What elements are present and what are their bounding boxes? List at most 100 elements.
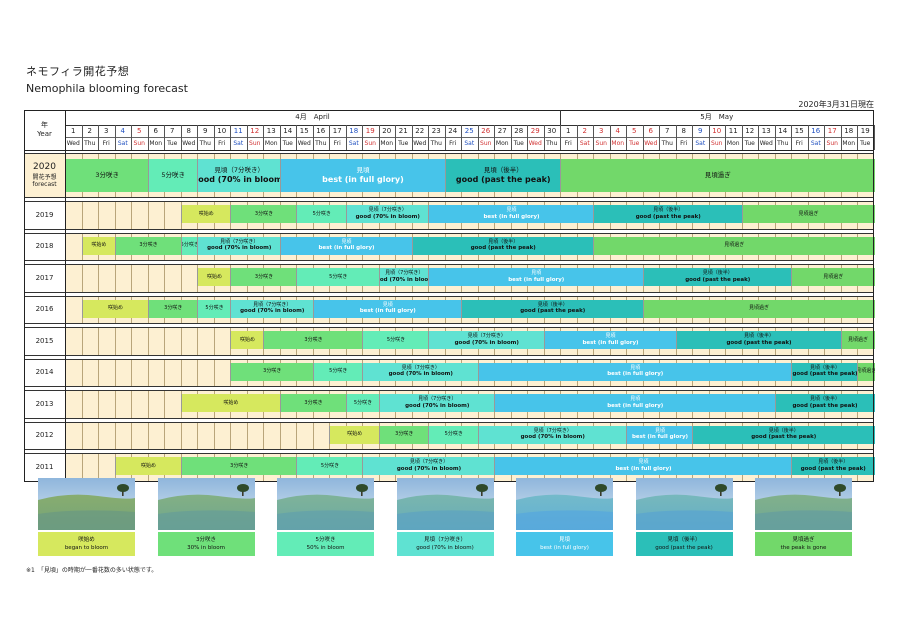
weekday-cell: Fri: [564, 139, 572, 147]
date-cell: 15: [299, 126, 309, 135]
nemophila-field-image: [396, 478, 494, 530]
date-cell: 24: [448, 126, 458, 135]
stage-bar-s6: 見頃（後半） good (past the peak): [593, 205, 743, 223]
stage-bar-en: best (in full glory): [508, 276, 565, 283]
stage-bar-jp: 見頃（7分咲き）: [418, 396, 457, 403]
day-line: [131, 358, 132, 387]
day-line: [81, 264, 83, 293]
year-value: 2016: [35, 305, 54, 314]
stage-photo: 咲始め began to bloom: [38, 478, 135, 556]
weekday-cell: Sun: [826, 139, 838, 147]
stage-bar-en: good (70% in bloom): [388, 371, 453, 378]
header-day-line: [791, 125, 792, 150]
header-day-line: [180, 125, 182, 150]
header-day-line: [362, 125, 363, 150]
date-cell: 25: [464, 126, 474, 135]
day-line: [164, 390, 165, 419]
stage-bar-s1: 咲始め: [230, 331, 264, 349]
stage-bar-jp: 咲始め: [91, 242, 107, 249]
stage-bar-s6: 見頃（後半） good (past the peak): [791, 362, 858, 381]
stage-bar-en: good (past the peak): [455, 174, 551, 184]
day-line: [164, 264, 165, 293]
row-border: [24, 327, 874, 328]
forecast-label-jp: 開花予想: [32, 173, 57, 181]
stage-bar-s6: 見頃（後半） good (past the peak): [791, 457, 875, 475]
year-label: 2016: [24, 296, 65, 325]
stage-bar-s3: 5分咲き: [312, 362, 363, 381]
weekday-cell: Wed: [297, 139, 311, 147]
stage-bar-jp: 5分咲き: [329, 273, 348, 280]
stage-bar-jp: 5分咲き: [444, 431, 463, 438]
date-cell: 13: [761, 126, 771, 135]
weekday-cell: Thu: [546, 139, 558, 147]
date-cell: 13: [266, 126, 276, 135]
hillside-photo: [635, 478, 733, 530]
weekday-cell: Wed: [413, 139, 427, 147]
stage-bar-jp: 見頃: [341, 238, 352, 245]
stage-bar-s1: 咲始め: [329, 425, 380, 444]
day-line: [131, 390, 132, 419]
stage-bar-jp: 見頃: [506, 207, 517, 214]
stage-bar-s2: 3分咲き: [65, 159, 149, 192]
stage-caption-en: began to bloom: [64, 545, 109, 551]
stage-bar-jp: 見頃（後半）: [809, 364, 840, 371]
stage-caption-en: the peak is gone: [780, 545, 827, 551]
header-day-line: [131, 125, 132, 150]
stage-bar-jp: 3分咲き: [304, 336, 323, 343]
header-day-line: [741, 125, 743, 150]
stage-bar-s6: 見頃（後半） good (past the peak): [461, 299, 644, 318]
header-day-line: [263, 125, 264, 150]
weekday-cell: Sun: [133, 139, 145, 147]
year-label: 2013: [24, 390, 65, 419]
stage-bar-jp: 5分咲き: [353, 399, 373, 406]
header-day-line: [857, 125, 858, 150]
day-line: [114, 358, 116, 387]
date-cell: 17: [827, 126, 837, 135]
stage-caption-jp: 5分咲き: [315, 536, 336, 543]
header-day-line: [560, 125, 561, 150]
day-line: [246, 421, 248, 450]
date-cell: 8: [681, 126, 686, 135]
header-day-line: [807, 125, 809, 150]
row-border: [24, 453, 874, 454]
weekday-cell: Tue: [744, 139, 755, 147]
header-day-line: [230, 125, 231, 150]
day-line: [213, 421, 215, 450]
date-cell: 27: [497, 126, 507, 135]
day-line: [164, 421, 165, 450]
weekday-cell: Wed: [528, 139, 542, 147]
day-line: [164, 358, 165, 387]
weekday-cell: Mon: [611, 139, 625, 147]
stage-photo: 見頃（7分咲き） good (70% in bloom): [396, 478, 494, 556]
stage-bar-s2: 3分咲き: [180, 457, 297, 475]
row-border: [24, 390, 874, 391]
stage-bar-en: good (past the peak): [520, 308, 586, 315]
stage-bar-jp: 見頃過ぎ: [748, 305, 769, 312]
header-day-line: [510, 125, 512, 150]
day-line: [164, 327, 165, 356]
day-line: [131, 421, 132, 450]
stage-bar-s3: 5分咲き: [296, 457, 363, 475]
hillside-photo: [755, 478, 852, 530]
stage-photo: 見頃（後半） good (past the peak): [635, 478, 733, 556]
date-cell: 7: [665, 126, 670, 135]
stage-bar-s7: 見頃過ぎ: [741, 205, 875, 223]
date-cell: 3: [599, 126, 604, 135]
stage-bar-en: good (past the peak): [751, 434, 817, 441]
footnote: ※1 「見頃」の時期が一番花数の多い状態です。: [26, 567, 158, 574]
stage-bar-s5: 見頃 best (in full glory): [428, 205, 594, 223]
date-cell: 29: [530, 126, 540, 135]
header-day-line: [428, 125, 429, 150]
stage-bar-jp: 咲始め: [206, 273, 222, 280]
stage-bar-s5: 見頃 best (in full glory): [312, 299, 462, 318]
weekday-cell: Fri: [333, 139, 341, 147]
header-day-line: [840, 125, 842, 150]
stage-bar-jp: 見頃（7分咲き）: [401, 364, 440, 371]
day-line: [180, 264, 182, 293]
year-header: 年 Year: [24, 110, 65, 150]
date-cell: 1: [566, 126, 571, 135]
date-cell: 19: [365, 126, 375, 135]
day-line: [81, 453, 83, 482]
year-value: 2020: [33, 161, 56, 172]
stage-bar-en: good (70% in bloom): [405, 402, 470, 409]
